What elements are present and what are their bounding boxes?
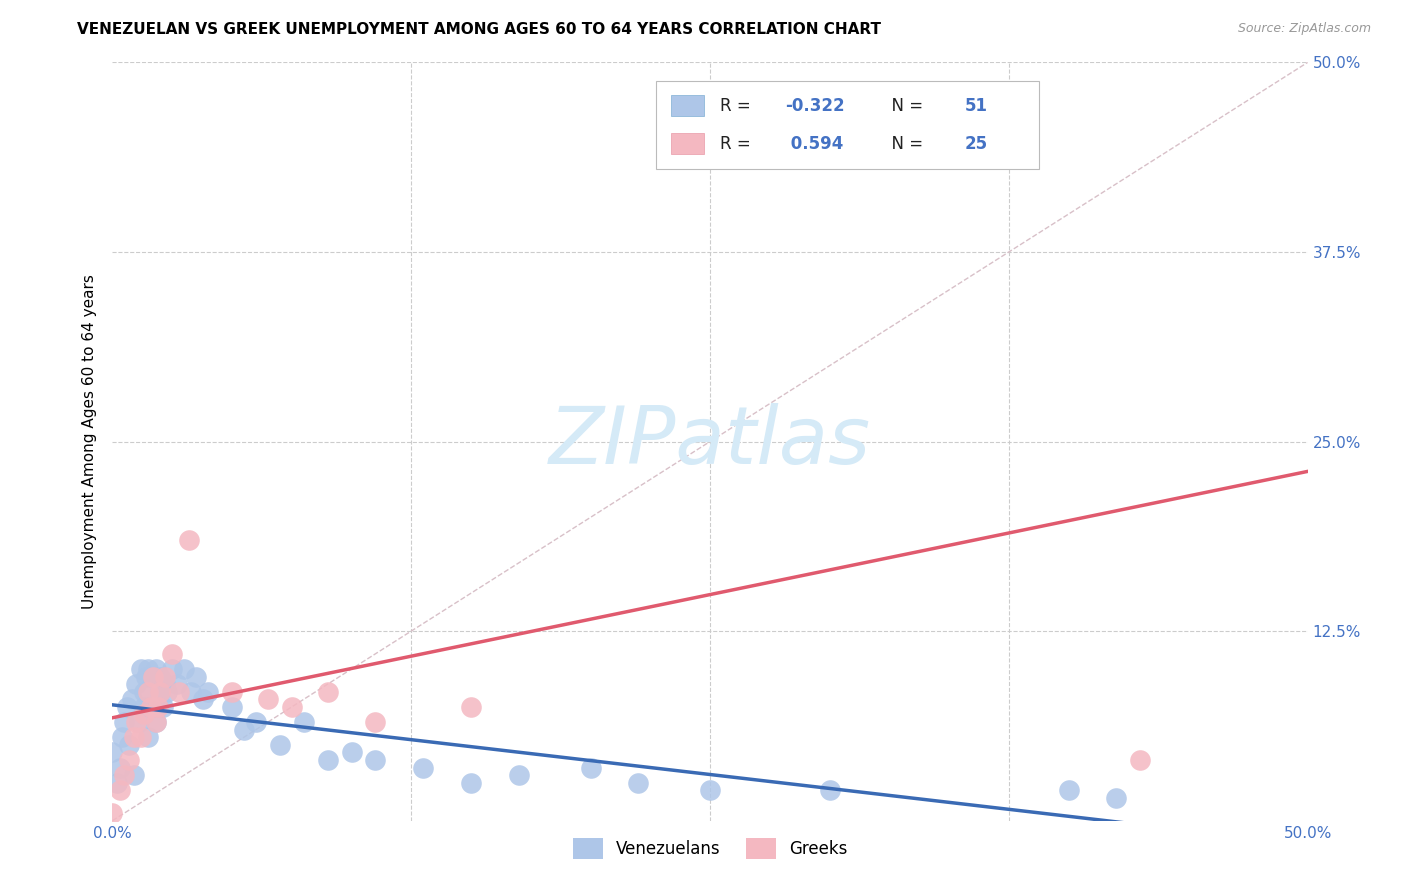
Point — [460, 699, 482, 714]
Point — [111, 730, 134, 744]
Point — [412, 760, 434, 774]
Point — [162, 662, 183, 676]
Point — [129, 662, 152, 676]
Point — [233, 723, 256, 737]
Point — [146, 699, 169, 714]
Point — [105, 776, 128, 790]
Point — [145, 715, 167, 730]
Point — [138, 662, 160, 676]
Point — [153, 669, 176, 683]
Point — [129, 730, 152, 744]
Text: N =: N = — [882, 135, 928, 153]
Text: ZIPatlas: ZIPatlas — [548, 402, 872, 481]
Point — [364, 715, 387, 730]
Point — [149, 685, 172, 699]
Point — [627, 776, 650, 790]
Point — [1105, 791, 1128, 805]
Point — [132, 685, 155, 699]
Text: 51: 51 — [965, 96, 987, 115]
Point — [114, 715, 135, 730]
Point — [125, 715, 148, 730]
Point — [747, 123, 769, 137]
Point — [139, 699, 162, 714]
Point — [152, 699, 174, 714]
Point — [132, 699, 155, 714]
Point — [149, 685, 172, 699]
Point — [132, 707, 155, 722]
Point — [340, 746, 363, 760]
Point — [156, 685, 179, 699]
Point — [114, 768, 135, 782]
Point — [579, 760, 602, 774]
Point — [316, 685, 339, 699]
Text: R =: R = — [720, 96, 755, 115]
Point — [122, 768, 145, 782]
Text: VENEZUELAN VS GREEK UNEMPLOYMENT AMONG AGES 60 TO 64 YEARS CORRELATION CHART: VENEZUELAN VS GREEK UNEMPLOYMENT AMONG A… — [77, 22, 882, 37]
Point — [193, 692, 215, 706]
Point — [121, 692, 143, 706]
Point — [122, 730, 145, 744]
Point — [281, 699, 304, 714]
Point — [153, 677, 176, 691]
Point — [128, 715, 150, 730]
Point — [138, 685, 160, 699]
Legend: Venezuelans, Greeks: Venezuelans, Greeks — [567, 831, 853, 865]
Text: Source: ZipAtlas.com: Source: ZipAtlas.com — [1237, 22, 1371, 36]
Point — [269, 738, 291, 752]
Text: 25: 25 — [965, 135, 987, 153]
Y-axis label: Unemployment Among Ages 60 to 64 years: Unemployment Among Ages 60 to 64 years — [82, 274, 97, 609]
Point — [115, 699, 138, 714]
Point — [135, 669, 157, 683]
Point — [142, 669, 165, 683]
Point — [118, 738, 141, 752]
Point — [508, 768, 530, 782]
Text: -0.322: -0.322 — [786, 96, 845, 115]
Point — [108, 783, 131, 797]
Point — [186, 669, 208, 683]
Point — [101, 746, 124, 760]
Point — [108, 760, 131, 774]
Point — [142, 669, 165, 683]
Point — [292, 715, 315, 730]
Point — [221, 685, 243, 699]
Point — [145, 715, 167, 730]
Point — [316, 753, 339, 767]
Text: R =: R = — [720, 135, 755, 153]
Point — [166, 677, 188, 691]
Text: 0.594: 0.594 — [786, 135, 844, 153]
Point — [460, 776, 482, 790]
Point — [245, 715, 267, 730]
Point — [173, 662, 195, 676]
Point — [177, 533, 200, 548]
Point — [169, 685, 191, 699]
Point — [125, 677, 148, 691]
Text: N =: N = — [882, 96, 928, 115]
Point — [197, 685, 219, 699]
Point — [101, 806, 124, 821]
Point — [138, 730, 160, 744]
FancyBboxPatch shape — [657, 81, 1039, 169]
Point — [818, 783, 841, 797]
Point — [146, 699, 169, 714]
Point — [162, 647, 183, 661]
Point — [1057, 783, 1080, 797]
Point — [180, 685, 202, 699]
Point — [699, 783, 721, 797]
Point — [257, 692, 280, 706]
Point — [145, 662, 167, 676]
Bar — [671, 95, 704, 116]
Point — [364, 753, 387, 767]
Point — [149, 669, 172, 683]
Bar — [671, 133, 704, 154]
Point — [118, 753, 141, 767]
Point — [139, 699, 162, 714]
Point — [1129, 753, 1152, 767]
Point — [221, 699, 243, 714]
